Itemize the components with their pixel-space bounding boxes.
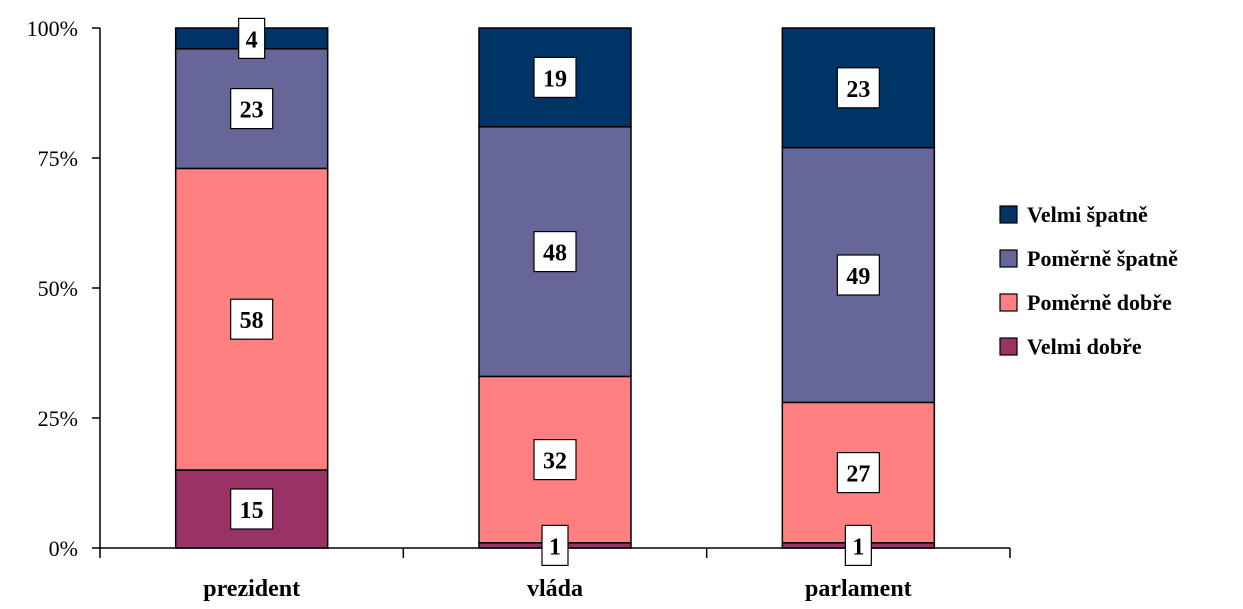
- data-label-text: 1: [852, 534, 864, 560]
- data-label-velmi-spatne-vlada: 19: [533, 56, 577, 99]
- data-label-velmi-dobre-prezident: 15: [230, 488, 274, 530]
- data-label-text: 19: [543, 66, 567, 92]
- legend-label: Velmi dobře: [1027, 334, 1142, 359]
- data-label-box: [541, 524, 569, 567]
- legend-item-velmi-dobre: Velmi dobře: [999, 334, 1142, 359]
- category-label-parlament: parlament: [805, 576, 912, 602]
- legend-item-pomerne-spatne: Poměrně špatně: [999, 246, 1178, 271]
- data-label-text: 4: [246, 27, 258, 53]
- data-label-text: 48: [543, 241, 567, 267]
- data-label-pomerne-spatne-prezident: 23: [230, 87, 274, 130]
- y-tick-label: 75%: [38, 146, 78, 171]
- y-tick-label: 25%: [38, 406, 78, 431]
- data-label-pomerne-dobre-parlament: 27: [836, 452, 880, 494]
- data-label-text: 23: [240, 98, 264, 124]
- data-label-velmi-dobre-parlament: 1: [844, 524, 872, 567]
- legend-swatch: [999, 205, 1018, 224]
- data-label-text: 27: [846, 462, 870, 488]
- data-label-box: [836, 452, 880, 494]
- data-label-box: [230, 298, 274, 340]
- legend-frame: [982, 183, 1235, 375]
- data-label-box: [533, 439, 577, 481]
- legend-item-velmi-spatne: Velmi špatně: [999, 202, 1148, 227]
- data-label-box: [836, 67, 880, 109]
- data-label-box: [238, 17, 266, 59]
- data-label-velmi-spatne-prezident: 4: [238, 17, 266, 59]
- data-label-velmi-dobre-vlada: 1: [541, 524, 569, 567]
- data-label-velmi-spatne-parlament: 23: [836, 67, 880, 109]
- data-label-box: [533, 231, 577, 273]
- data-label-text: 32: [543, 449, 567, 475]
- legend-item-pomerne-dobre: Poměrně dobře: [999, 290, 1172, 315]
- data-label-text: 58: [240, 308, 264, 334]
- legend-swatch: [999, 337, 1018, 356]
- data-label-text: 15: [240, 498, 264, 524]
- legend-label: Poměrně dobře: [1027, 290, 1172, 315]
- data-label-box: [230, 87, 274, 130]
- legend: Velmi špatně Poměrně špatně Poměrně dobře V…: [982, 183, 1235, 375]
- data-label-box: [230, 488, 274, 530]
- data-label-box: [836, 254, 880, 296]
- category-label-prezident: prezident: [203, 576, 300, 602]
- category-label-vlada: vláda: [527, 576, 583, 602]
- data-label-text: 49: [846, 264, 870, 290]
- y-tick-label: 0%: [49, 536, 78, 561]
- data-label-pomerne-dobre-vlada: 32: [533, 439, 577, 481]
- legend-label: Velmi špatně: [1027, 202, 1148, 227]
- legend-label: Poměrně špatně: [1027, 246, 1178, 271]
- data-label-pomerne-spatne-parlament: 49: [836, 254, 880, 296]
- data-label-box: [844, 524, 872, 567]
- y-tick-label: 50%: [38, 276, 78, 301]
- data-label-pomerne-dobre-prezident: 58: [230, 298, 274, 340]
- data-labels: 15 58 23 4 1 32 48 19 1 27 49 23: [230, 17, 880, 567]
- bars: [174, 27, 936, 549]
- data-label-text: 1: [549, 534, 561, 560]
- y-axis: 0% 25% 50% 75% 100%: [27, 16, 101, 561]
- y-tick-label: 100%: [27, 16, 78, 41]
- legend-swatch: [999, 249, 1018, 268]
- data-label-pomerne-spatne-vlada: 48: [533, 231, 577, 273]
- data-label-box: [533, 56, 577, 99]
- data-label-text: 23: [846, 77, 870, 103]
- legend-swatch: [999, 293, 1018, 312]
